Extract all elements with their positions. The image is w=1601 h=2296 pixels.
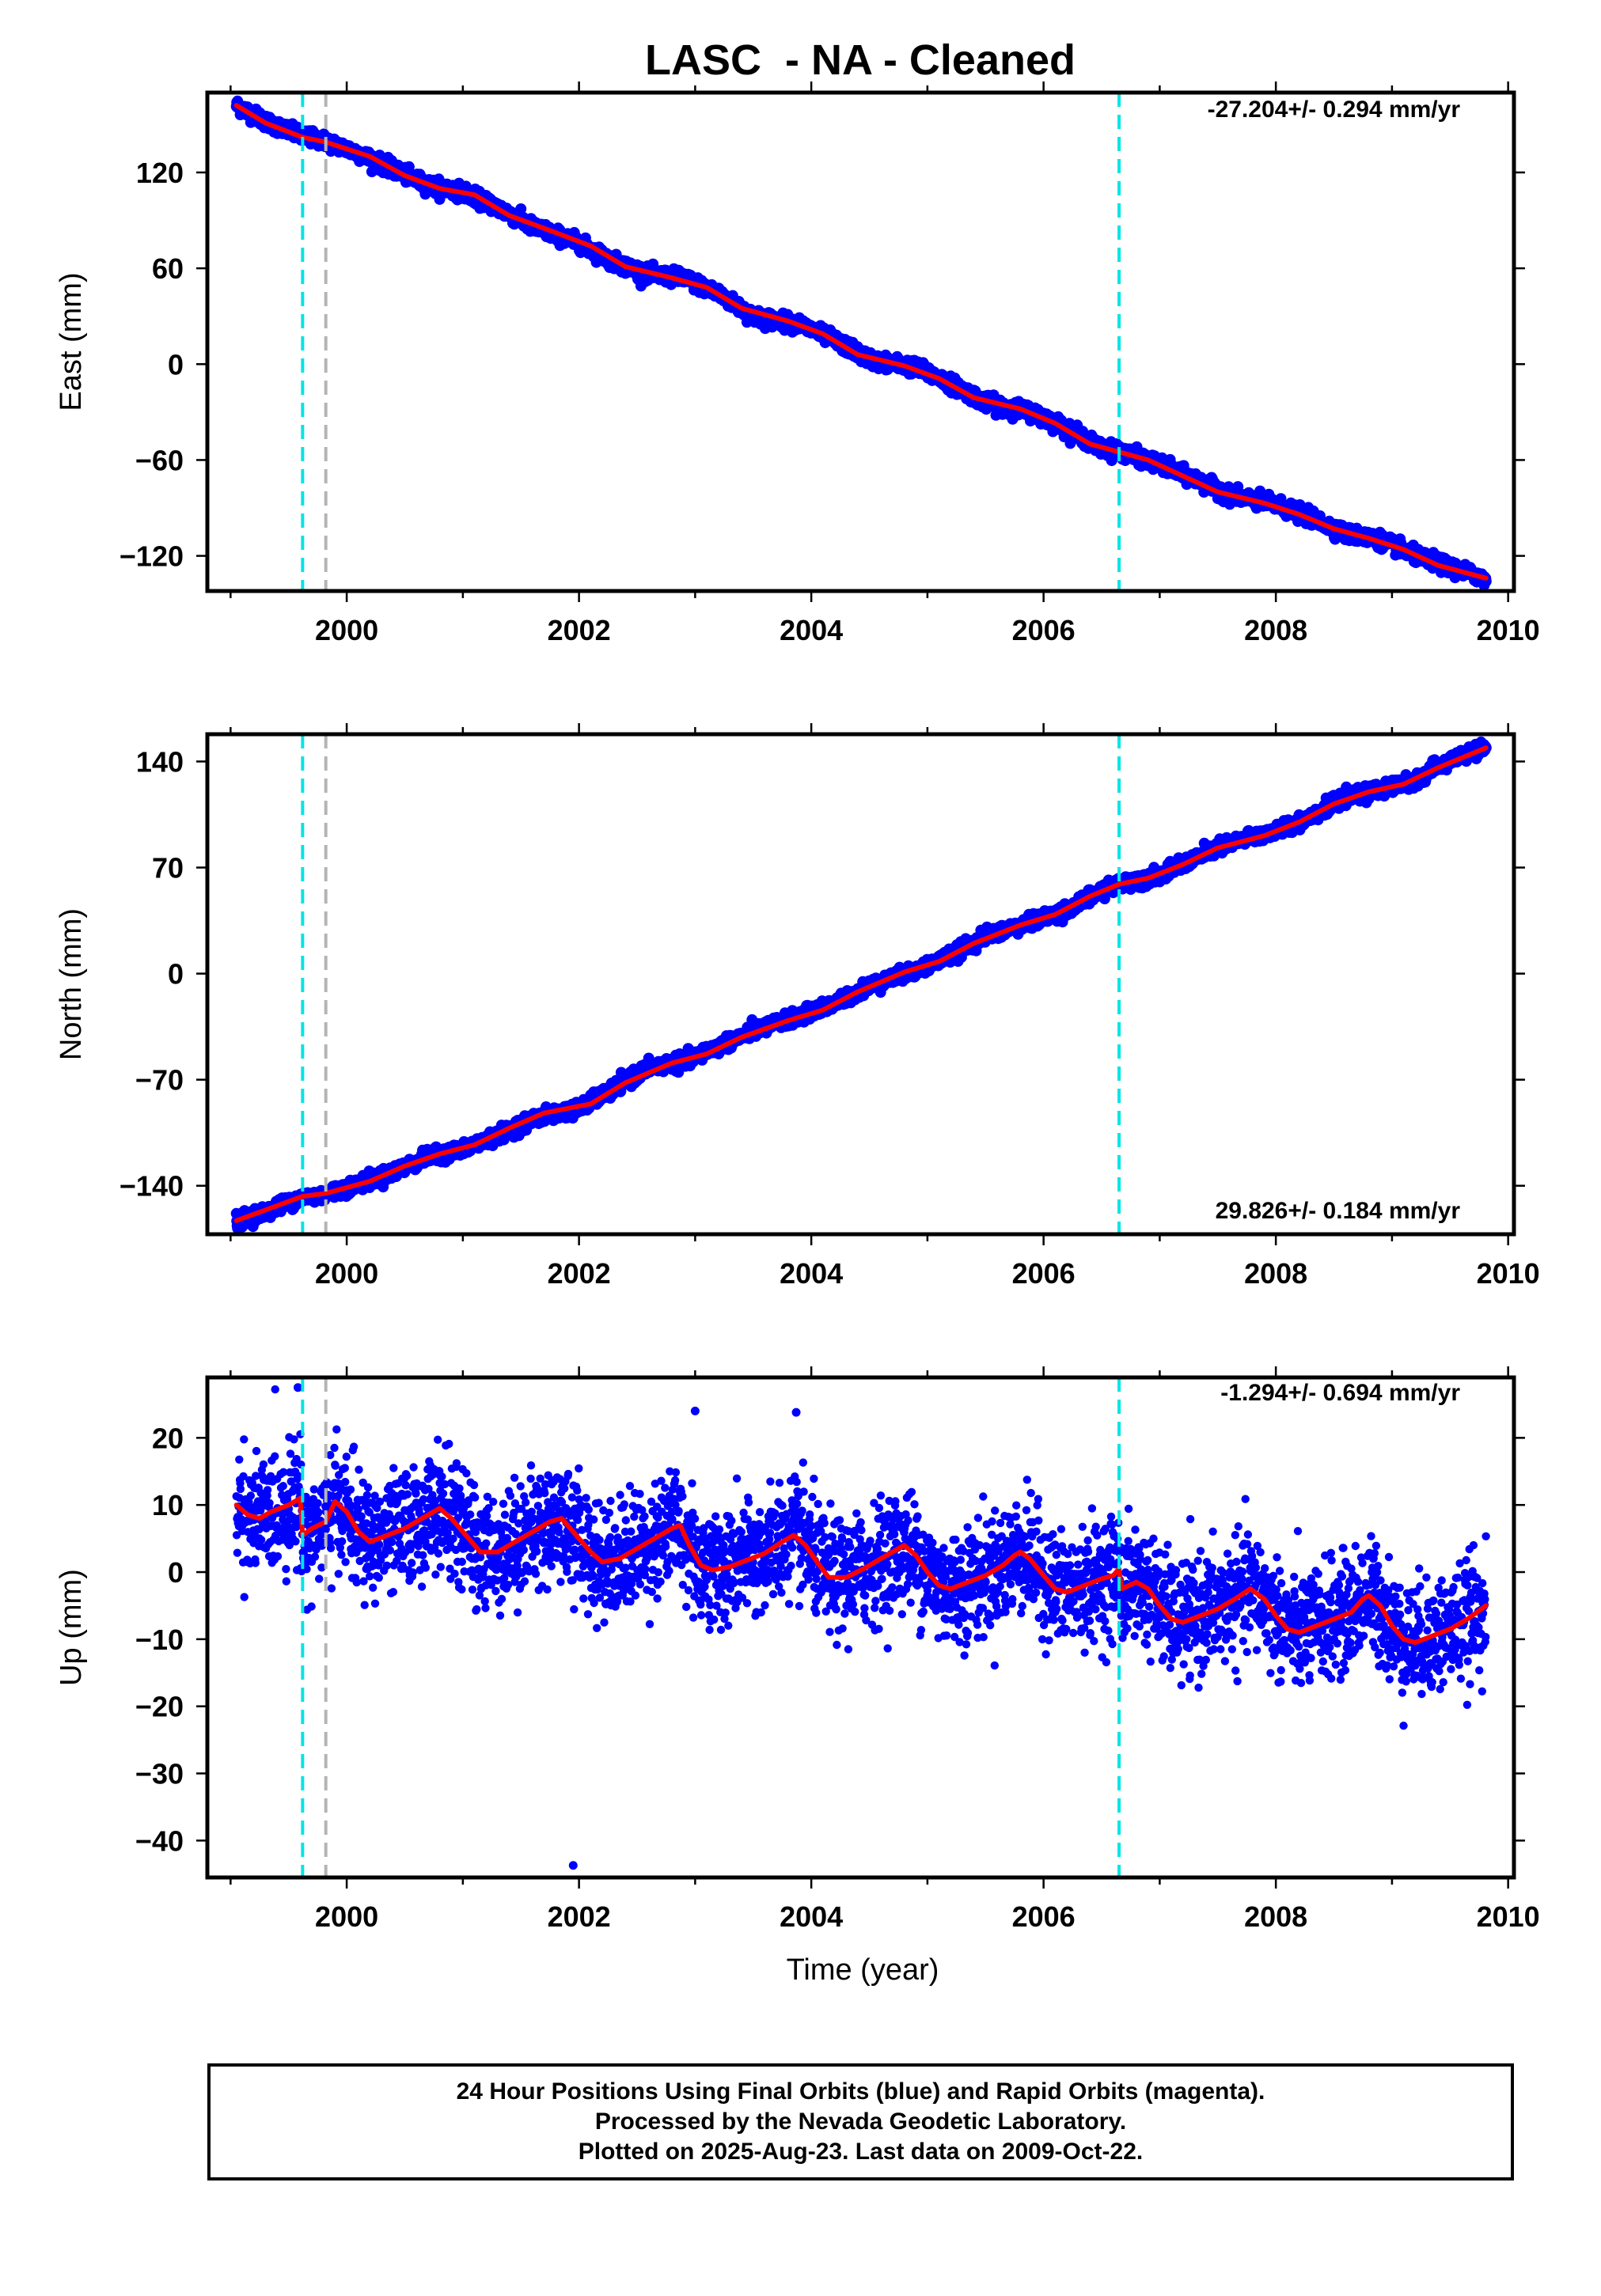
x-tick-label: 2000 — [315, 614, 378, 646]
y-tick-label: −60 — [135, 444, 184, 476]
x-tick-label: 2002 — [548, 614, 611, 646]
y-tick-label: 0 — [168, 348, 184, 381]
y-tick-label: −120 — [120, 540, 184, 573]
rate-label: -27.204+/- 0.294 mm/yr — [1208, 97, 1461, 123]
figure-title: LASC - NA - Cleaned — [645, 36, 1076, 84]
plot-area — [230, 736, 1492, 1234]
data-point — [515, 203, 527, 214]
model-fit-line — [233, 103, 1489, 581]
y-tick-label: 120 — [136, 157, 184, 189]
north-panel: 2000 2002 2004 2006 2008 2010−140−70070140Nor… — [55, 723, 1540, 1290]
y-axis-label: East (mm) — [55, 272, 88, 411]
plot-area — [230, 95, 1492, 591]
x-tick-label: 2006 — [1012, 614, 1076, 646]
y-tick-label: 60 — [152, 252, 184, 285]
x-tick-label: 2004 — [780, 614, 843, 646]
x-tick-label: 2008 — [1244, 614, 1307, 646]
east-panel: 2000 2002 2004 2006 2008 2010 −120 −60 0 60 120 Eas… — [55, 81, 1540, 646]
x-tick-label: 2010 — [1477, 614, 1540, 646]
plot-frame — [205, 90, 1516, 593]
